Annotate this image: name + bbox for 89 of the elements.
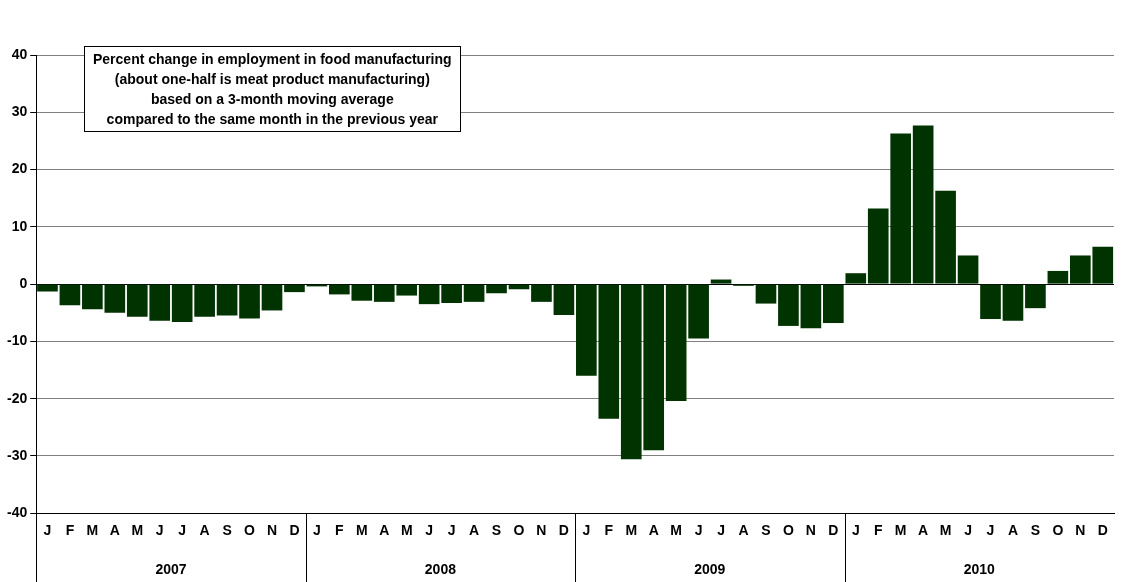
x-tick-label: J bbox=[447, 522, 456, 539]
x-tick-label: J bbox=[155, 522, 164, 539]
bar bbox=[845, 273, 867, 284]
x-tick-label: F bbox=[873, 522, 883, 539]
text: 2010 bbox=[963, 560, 996, 577]
bar bbox=[261, 284, 283, 311]
x-tick-label: D bbox=[558, 522, 569, 539]
x-tick-label: O bbox=[513, 522, 525, 539]
x-tick-label: J bbox=[425, 522, 434, 539]
x-tick-label: D bbox=[828, 522, 839, 539]
y-tick-label: 0 bbox=[19, 274, 28, 291]
y-tick-label: 20 bbox=[11, 160, 28, 177]
y-tick-label: 30 bbox=[11, 103, 28, 120]
x-tick-label: N bbox=[536, 522, 547, 539]
x-tick-label: F bbox=[335, 522, 345, 539]
x-tick-label: N bbox=[805, 522, 816, 539]
text: 2009 bbox=[694, 560, 726, 577]
bar bbox=[1025, 284, 1046, 309]
bar bbox=[823, 284, 844, 324]
x-tick-label: M bbox=[131, 522, 144, 539]
bar bbox=[957, 255, 979, 284]
x-tick-label: A bbox=[379, 522, 390, 539]
y-tick-label: -20 bbox=[7, 389, 28, 406]
x-tick-label: A bbox=[1007, 522, 1019, 539]
bar bbox=[37, 284, 58, 292]
bar bbox=[531, 284, 552, 302]
x-tick-label: M bbox=[355, 522, 368, 539]
bar bbox=[935, 190, 956, 284]
x-tick-label: A bbox=[199, 522, 210, 539]
x-tick-label: J bbox=[964, 522, 972, 539]
x-tick-label: O bbox=[244, 522, 256, 539]
x-tick-label: M bbox=[894, 522, 907, 539]
x-tick-label: A bbox=[109, 522, 120, 539]
x-tick-label: J bbox=[43, 522, 52, 539]
y-tick-label: -10 bbox=[7, 332, 28, 349]
x-tick-label: S bbox=[222, 522, 232, 539]
bar bbox=[800, 284, 822, 329]
bar bbox=[553, 284, 575, 316]
bar bbox=[284, 284, 305, 293]
y-tick-label: -40 bbox=[7, 504, 28, 521]
x-tick-label: D bbox=[289, 522, 300, 539]
x-tick-label: M bbox=[670, 522, 682, 539]
x-tick-label: N bbox=[266, 522, 278, 539]
text: 2007 bbox=[155, 560, 187, 577]
x-tick-label: O bbox=[782, 522, 794, 539]
x-tick-label: J bbox=[694, 522, 703, 539]
bar bbox=[710, 279, 732, 284]
x-tick-label: D bbox=[1097, 522, 1108, 539]
x-tick-label: J bbox=[851, 522, 860, 539]
bar bbox=[486, 284, 507, 294]
x-tick-label: S bbox=[491, 522, 502, 539]
bar bbox=[59, 284, 81, 306]
bar bbox=[239, 284, 260, 319]
bar bbox=[755, 284, 777, 304]
x-tick-label: S bbox=[761, 522, 771, 539]
x-tick-label: A bbox=[469, 522, 480, 539]
x-tick-label: M bbox=[939, 522, 952, 539]
bar bbox=[688, 284, 709, 339]
x-tick-label: J bbox=[313, 522, 321, 539]
x-tick-label: J bbox=[986, 522, 995, 539]
text: Percent change in employment in food manufacturing (about one-half is meat product manufacturing) based on a 3-month moving average compared to the same month in the previous year bbox=[84, 46, 461, 132]
x-tick-label: J bbox=[178, 522, 187, 539]
x-tick-label: M bbox=[86, 522, 99, 539]
text: 2008 bbox=[424, 560, 457, 577]
x-tick-label: M bbox=[400, 522, 413, 539]
x-tick-label: S bbox=[1030, 522, 1041, 539]
x-tick-label: M bbox=[625, 522, 638, 539]
bar bbox=[216, 284, 238, 316]
bar bbox=[665, 284, 687, 401]
x-tick-label: J bbox=[582, 522, 591, 539]
x-tick-label: A bbox=[918, 522, 929, 539]
bar bbox=[980, 284, 1001, 320]
x-tick-label: F bbox=[65, 522, 75, 539]
bar bbox=[441, 284, 462, 303]
x-tick-label: F bbox=[604, 522, 614, 539]
bar bbox=[418, 284, 440, 305]
x-tick-label: O bbox=[1052, 522, 1064, 539]
y-tick-label: -30 bbox=[7, 446, 28, 463]
y-tick-label: 10 bbox=[11, 217, 28, 234]
x-tick-label: A bbox=[738, 522, 749, 539]
x-tick-label: J bbox=[717, 522, 725, 539]
bar bbox=[1002, 284, 1024, 321]
bar bbox=[463, 284, 485, 302]
x-tick-label: A bbox=[648, 522, 659, 539]
x-tick-label: N bbox=[1075, 522, 1086, 539]
bar bbox=[1047, 270, 1069, 284]
bar bbox=[912, 125, 934, 284]
bar bbox=[778, 284, 799, 326]
y-tick-label: 40 bbox=[11, 45, 28, 62]
